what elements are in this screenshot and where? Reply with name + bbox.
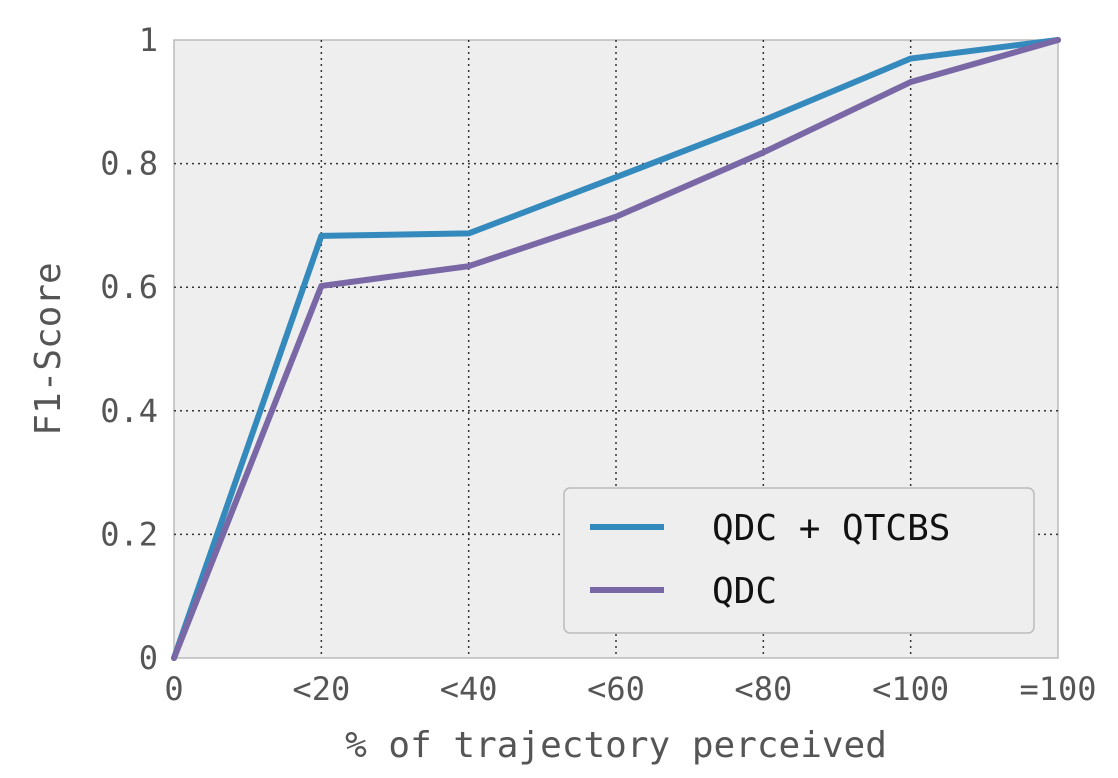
- y-tick-label: 1: [139, 21, 158, 59]
- x-tick-label: <20: [292, 670, 350, 708]
- legend-label-qdc-qtcbs: QDC + QTCBS: [712, 508, 950, 549]
- x-tick-label: <60: [587, 670, 645, 708]
- x-tick-label: <40: [440, 670, 498, 708]
- legend: QDC + QTCBS QDC: [563, 487, 1035, 634]
- y-tick-label: 0.4: [100, 392, 158, 430]
- y-tick-label: 0: [139, 639, 158, 677]
- series-lines: [171, 37, 1061, 661]
- x-tick-label: <80: [734, 670, 792, 708]
- legend-box: [563, 487, 1035, 634]
- x-tick-label: <100: [872, 670, 949, 708]
- y-tick-label: 0.2: [100, 515, 158, 553]
- y-tick-label: 0.6: [100, 268, 158, 306]
- y-axis-title: F1-Score: [28, 262, 69, 435]
- x-tick-label: =100: [1019, 670, 1096, 708]
- series-line-0: [171, 37, 1061, 661]
- y-tick-labels: 0 0.2 0.4 0.6 0.8 1: [100, 21, 158, 677]
- series-line-1: [171, 37, 1061, 661]
- gridlines: [174, 40, 1058, 658]
- x-tick-label: 0: [164, 670, 183, 708]
- legend-label-qdc: QDC: [712, 571, 777, 612]
- x-tick-labels: 0 <20 <40 <60 <80 <100 =100: [164, 670, 1096, 708]
- x-axis-title: % of trajectory perceived: [345, 725, 887, 766]
- y-tick-label: 0.8: [100, 145, 158, 183]
